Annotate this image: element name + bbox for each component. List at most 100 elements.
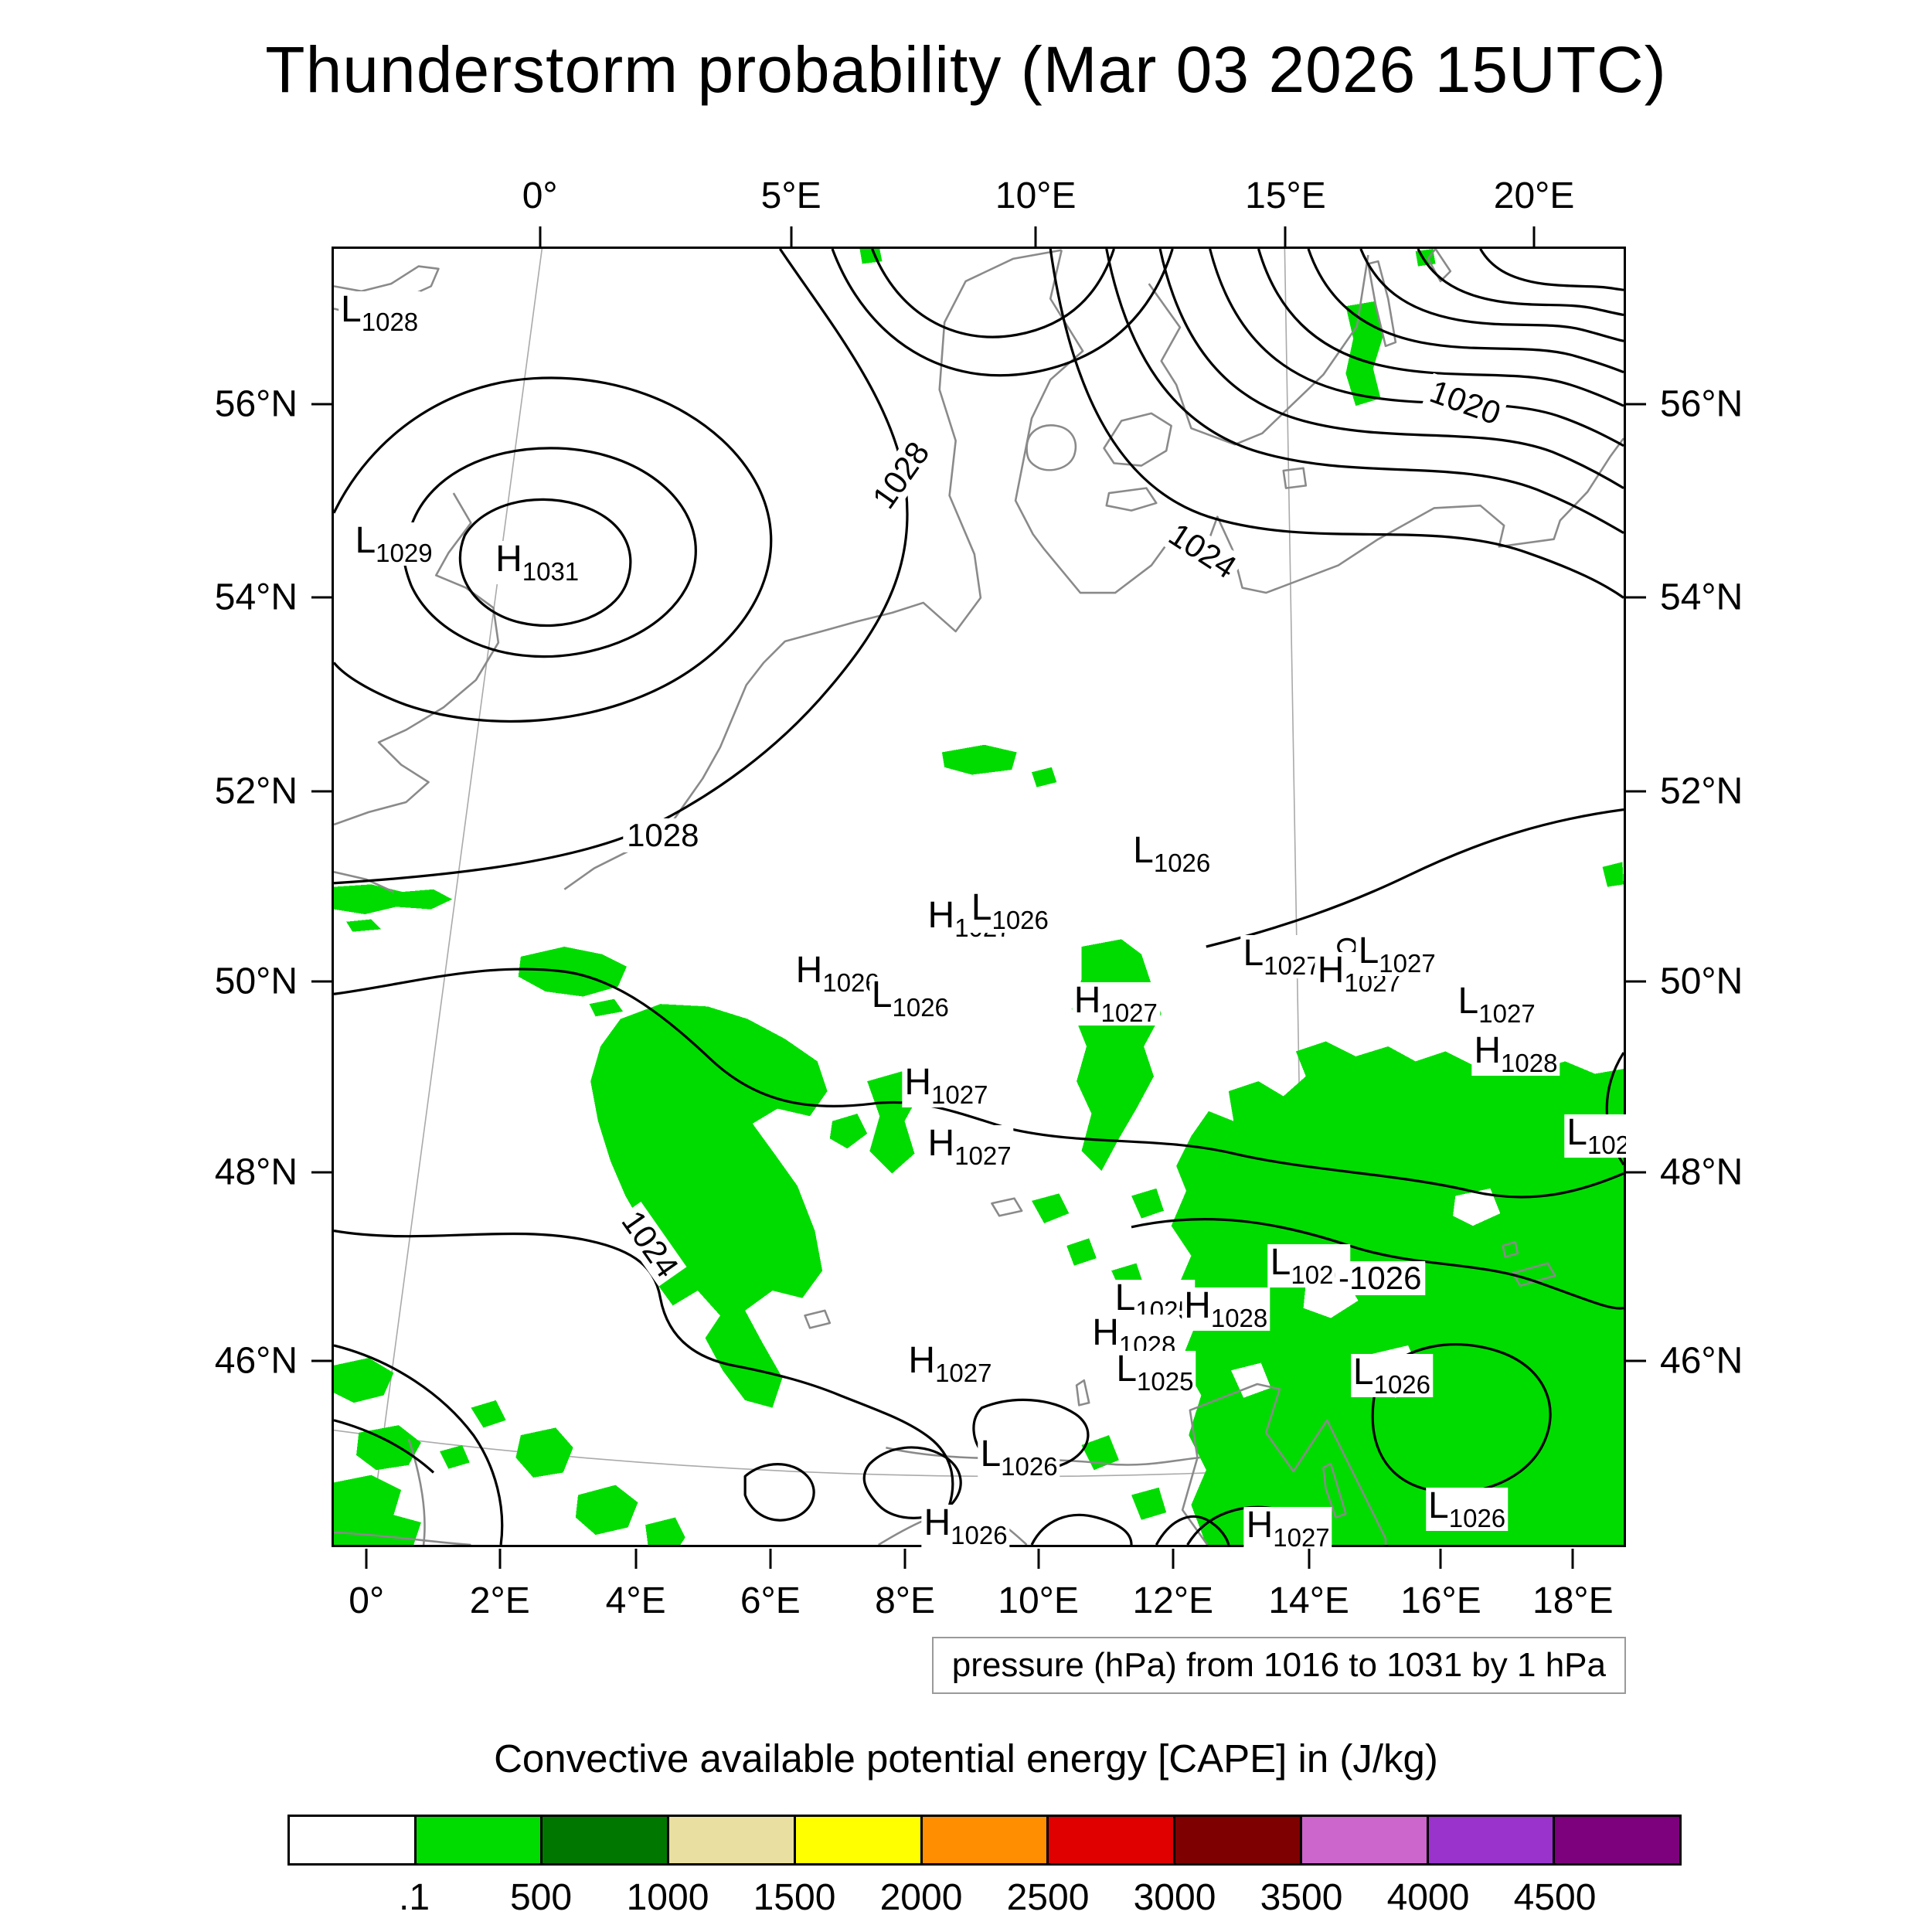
coastline-liguria	[878, 1509, 1028, 1545]
lake-constance	[991, 1197, 1023, 1217]
cape-region	[334, 1475, 421, 1545]
colorbar-tick-label: .1	[398, 1877, 430, 1918]
isobar-fan-2	[1105, 249, 1624, 535]
axis-tick-mark	[311, 790, 332, 793]
lake-geneva	[804, 1309, 832, 1329]
cape-region	[1345, 301, 1383, 406]
cape-region	[941, 744, 1017, 775]
axis-tick-mark	[1626, 596, 1646, 599]
axis-tick-label: 48°N	[214, 1151, 298, 1193]
axis-tick-label: 18°E	[1532, 1580, 1614, 1621]
axis-tick-mark	[1626, 1359, 1646, 1362]
cape-region-southeast	[1171, 1041, 1624, 1545]
cape-region	[356, 1425, 421, 1471]
cape-region	[867, 1071, 920, 1174]
axis-tick-mark	[1626, 980, 1646, 983]
axis-tick-mark	[311, 1171, 332, 1174]
axis-tick-label: 6°E	[740, 1580, 801, 1621]
colorbar-cell	[667, 1817, 794, 1863]
cape-region	[1131, 1487, 1167, 1520]
cape-region	[590, 1004, 828, 1408]
isobar-1026-mid	[1206, 808, 1624, 948]
isobar-layer	[334, 249, 1624, 1545]
coastline-cres-island	[1322, 1462, 1347, 1519]
axis-tick-mark	[311, 980, 332, 983]
axis-tick-mark	[1034, 226, 1037, 247]
colorbar-tick-label: 500	[509, 1877, 573, 1918]
axis-tick-label: 20°E	[1493, 175, 1575, 216]
axis-tick-mark	[769, 1549, 772, 1569]
axis-left-latitude: 56°N 54°N 52°N 50°N 48°N 46°N	[108, 247, 332, 1547]
cape-colorbar-labels: .1 500 1000 1500 2000 2500 3000 3500 4000 4500	[287, 1876, 1682, 1926]
colorbar-tick-label: 4500	[1513, 1877, 1597, 1918]
axis-tick-label: 48°N	[1660, 1151, 1743, 1193]
axis-tick-label: 10°E	[995, 175, 1077, 216]
coastline-continent-north-sea	[563, 249, 1062, 890]
axis-tick-label: 16°E	[1400, 1580, 1481, 1621]
cape-legend-title: Convective available potential energy [C…	[494, 1736, 1438, 1781]
cape-hole	[1453, 1188, 1501, 1226]
lake-neusiedl	[1502, 1240, 1519, 1258]
axis-tick-label: 12°E	[1132, 1580, 1214, 1621]
cape-region	[1146, 1338, 1177, 1369]
cape-region	[515, 1427, 573, 1478]
coastline-jutland-east	[1014, 250, 1624, 594]
isobar-fan-7	[1359, 249, 1624, 342]
axis-tick-mark	[1626, 403, 1646, 406]
isobar-southwest-arc-2	[334, 1419, 435, 1474]
axis-tick-mark	[311, 403, 332, 406]
colorbar-cell	[1046, 1817, 1174, 1863]
isobar-closed-po-1	[862, 1446, 962, 1519]
axis-tick-mark	[498, 1549, 502, 1569]
axis-tick-label: 54°N	[1660, 577, 1743, 618]
isobar-southwest-arc	[334, 1344, 504, 1545]
axis-tick-label: 46°N	[1660, 1340, 1743, 1382]
cape-region	[471, 1400, 506, 1428]
colorbar-cell	[413, 1817, 541, 1863]
axis-tick-label: 50°N	[214, 961, 298, 1002]
isobar-arc-denmark-1	[831, 249, 1174, 377]
axis-tick-mark	[903, 1549, 906, 1569]
cape-fill-layer	[334, 249, 1624, 1545]
axis-tick-label: 4°E	[605, 1580, 666, 1621]
cape-region	[1032, 1193, 1070, 1223]
isobar-fan-8	[1417, 249, 1624, 317]
axis-tick-mark	[311, 1359, 332, 1362]
cape-region	[1602, 862, 1624, 887]
coastline-adriatic	[1181, 1383, 1387, 1545]
isobar-fan-3	[1158, 249, 1624, 489]
axis-tick-label: 50°N	[1660, 961, 1743, 1002]
cape-region	[334, 1358, 394, 1403]
cape-hole	[1231, 1362, 1271, 1398]
river-rhone	[407, 1438, 426, 1545]
lake-balaton	[1512, 1262, 1556, 1287]
axis-tick-mark	[1626, 790, 1646, 793]
axis-top-longitude: 0° 5°E 10°E 15°E 20°E	[332, 151, 1626, 247]
cape-region	[334, 884, 453, 915]
coastline-gulf-of-lion	[334, 1531, 471, 1545]
axis-tick-mark	[1571, 1549, 1574, 1569]
axis-tick-label: 56°N	[1660, 383, 1743, 425]
coastline-channel	[334, 870, 394, 893]
axis-tick-mark	[1532, 226, 1536, 247]
axis-tick-label: 46°N	[214, 1340, 298, 1382]
axis-tick-mark	[1037, 1549, 1040, 1569]
coastline-britain-north	[334, 265, 440, 312]
coastline-england-east	[334, 492, 500, 826]
axis-tick-label: 5°E	[760, 175, 821, 216]
cape-region	[440, 1445, 470, 1469]
axis-tick-label: 14°E	[1268, 1580, 1349, 1621]
axis-tick-label: 56°N	[214, 383, 298, 425]
axis-tick-mark	[311, 596, 332, 599]
axis-tick-label: 2°E	[469, 1580, 530, 1621]
axis-tick-label: 0°	[522, 175, 558, 216]
colorbar-cell	[1299, 1817, 1427, 1863]
colorbar-tick-label: 1500	[753, 1877, 836, 1918]
isobar-1024-south	[334, 1230, 954, 1545]
axis-tick-mark	[790, 226, 793, 247]
isobar-bottom-wiggle-2	[1155, 1515, 1230, 1545]
colorbar-cell	[540, 1817, 668, 1863]
colorbar-tick-label: 2000	[879, 1877, 963, 1918]
cape-region	[575, 1485, 638, 1536]
axis-tick-label: 52°N	[214, 770, 298, 812]
